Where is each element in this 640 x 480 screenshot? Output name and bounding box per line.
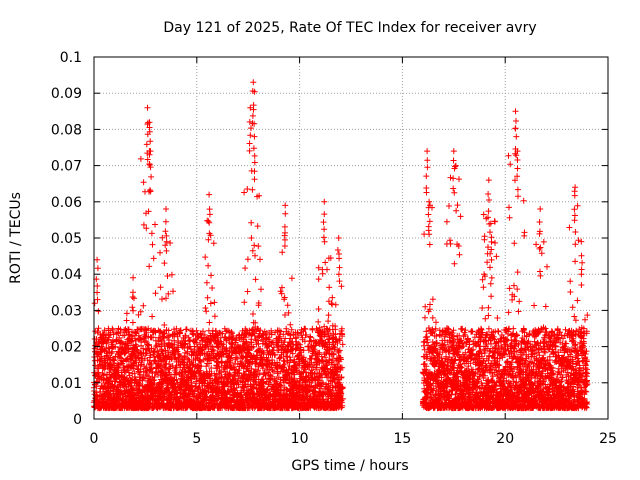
axis-ticks (93, 56, 609, 420)
y-tick-label: 0.06 (51, 195, 82, 211)
y-tick-label: 0.01 (51, 376, 82, 392)
x-tick-label: 25 (599, 431, 617, 447)
y-tick-label: 0.02 (51, 340, 82, 356)
chart-title: Day 121 of 2025, Rate Of TEC Index for r… (163, 20, 536, 36)
y-tick-label: 0.07 (51, 159, 82, 175)
x-axis-label: GPS time / hours (291, 458, 408, 474)
x-tick-label: 20 (496, 431, 514, 447)
y-tick-label: 0 (73, 412, 82, 428)
y-axis-label: ROTI / TECUs (8, 192, 24, 284)
grid-lines (94, 57, 608, 419)
x-tick-label: 0 (90, 431, 99, 447)
y-tick-label: 0.04 (51, 267, 82, 283)
y-tick-label: 0.08 (51, 122, 82, 138)
y-tick-label: 0.03 (51, 303, 82, 319)
y-tick-label: 0.09 (51, 86, 82, 102)
x-tick-label: 10 (291, 431, 309, 447)
y-tick-labels: 0 0.01 0.02 0.03 0.04 0.05 0.06 0.07 0.08 0.09 0.1 (51, 50, 82, 428)
x-tick-label: 15 (393, 431, 411, 447)
x-tick-labels: 0 5 10 15 20 25 (90, 431, 617, 447)
x-tick-label: 5 (192, 431, 201, 447)
y-tick-label: 0.1 (60, 50, 82, 66)
y-tick-label: 0.05 (51, 231, 82, 247)
